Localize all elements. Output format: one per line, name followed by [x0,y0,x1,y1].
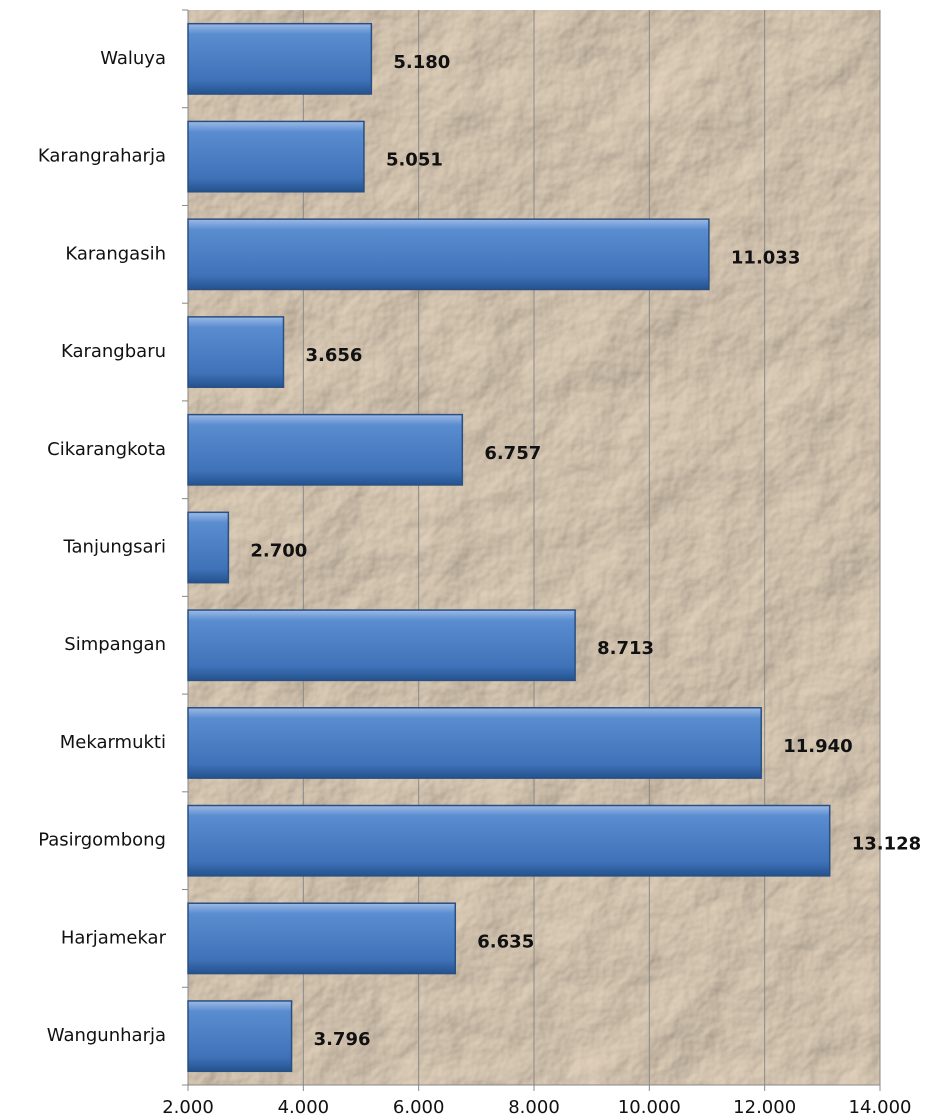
value-label: 6.757 [484,443,541,464]
y-tick-label: Mekarmukti [60,732,166,753]
value-label: 3.796 [314,1029,371,1050]
value-label: 11.033 [731,247,800,268]
y-tick-label: Cikarangkota [47,439,166,460]
value-label: 6.635 [477,931,534,952]
x-tick-label: 6.000 [393,1097,445,1118]
x-tick-label: 8.000 [508,1097,560,1118]
value-label: 5.051 [386,150,443,171]
value-label: 5.180 [393,52,450,73]
value-label: 3.656 [305,345,362,366]
x-tick-label: 2.000 [162,1097,214,1118]
value-label: 2.700 [250,541,307,562]
y-tick-label: Karangasih [65,243,166,264]
bar [187,511,230,584]
value-label: 13.128 [852,834,921,855]
x-tick-label: 10.000 [618,1097,681,1118]
y-tick-label: Harjamekar [61,927,167,948]
value-label: 11.940 [783,736,852,757]
bar [187,218,710,291]
y-tick-label: Waluya [100,48,166,69]
bar [187,413,464,486]
bar [187,902,457,975]
y-tick-label: Pasirgombong [38,830,166,851]
y-tick-label: Karangraharja [38,146,166,167]
bar [187,316,285,388]
bar [187,1000,293,1073]
x-tick-label: 14.000 [849,1097,912,1118]
bar [187,609,576,682]
bar [187,22,373,95]
y-tick-label: Simpangan [64,634,166,655]
x-tick-label: 12.000 [733,1097,796,1118]
x-tick-label: 4.000 [278,1097,330,1118]
bar [187,804,831,877]
bar [187,707,762,779]
y-tick-label: Karangbaru [61,341,166,362]
y-tick-label: Wangunharja [47,1025,166,1046]
value-label: 8.713 [597,638,654,659]
bar [187,120,365,193]
y-tick-label: Tanjungsari [62,537,166,558]
